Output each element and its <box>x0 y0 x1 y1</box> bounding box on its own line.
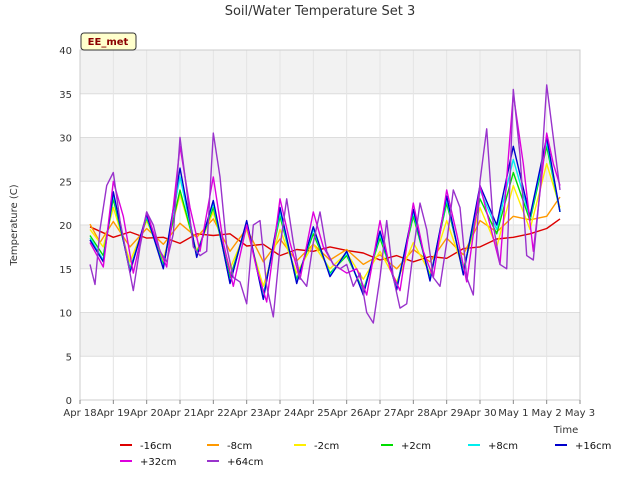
y-tick-label: 30 <box>59 134 72 145</box>
y-tick-label: 20 <box>59 221 72 232</box>
y-tick-label: 10 <box>59 309 72 320</box>
legend-label: +8cm <box>488 441 518 452</box>
series-line-64cm <box>89 84 561 324</box>
y-tick-label: 40 <box>59 46 72 57</box>
x-tick-label: Apr 27 <box>363 408 396 419</box>
x-tick-label: Apr 19 <box>97 408 130 419</box>
x-tick-label: May 2 <box>532 408 562 419</box>
plot-band <box>80 137 580 182</box>
legend-label: -8cm <box>227 441 252 452</box>
legend-label: +64cm <box>227 457 263 468</box>
plot-band <box>80 93 580 138</box>
x-tick-label: Apr 29 <box>430 408 463 419</box>
x-tick-label: Apr 24 <box>263 408 296 419</box>
series-line-16cm <box>89 136 561 301</box>
x-tick-label: Apr 26 <box>330 408 363 419</box>
y-tick-label: 35 <box>59 90 72 101</box>
y-axis-ticks: 0 5 10 15 20 25 30 35 40 <box>59 46 72 407</box>
plot-band <box>80 50 580 94</box>
x-tick-label: Apr 18 <box>63 408 96 419</box>
site-badge-label: EE_met <box>88 37 129 48</box>
x-tick-label: Apr 25 <box>297 408 330 419</box>
chart-title: Soil/Water Temperature Set 3 <box>225 4 416 19</box>
x-tick-label: Apr 22 <box>197 408 230 419</box>
site-badge: EE_met <box>80 32 137 51</box>
y-tick-label: 5 <box>66 352 72 363</box>
x-tick-label: Apr 23 <box>230 408 263 419</box>
plot-band <box>80 181 580 225</box>
legend-label: -16cm <box>140 441 172 452</box>
x-axis-label: Time <box>553 425 578 436</box>
legend: -16cm -8cm -2cm +2cm +8cm +16cm +32cm +64cm <box>120 441 611 468</box>
x-tick-label: Apr 30 <box>463 408 496 419</box>
x-tick-label: Apr 20 <box>130 408 163 419</box>
series-layer <box>89 84 561 324</box>
legend-label: +32cm <box>140 457 176 468</box>
x-axis-ticks: Apr 18 Apr 19 Apr 20 Apr 21 Apr 22 Apr 23 Apr … <box>63 400 595 419</box>
x-tick-label: May 3 <box>565 408 595 419</box>
legend-label: -2cm <box>314 441 339 452</box>
x-tick-label: Apr 21 <box>163 408 196 419</box>
y-tick-label: 15 <box>59 265 72 276</box>
plot-band <box>80 312 580 357</box>
site-badge-box <box>80 32 137 51</box>
series-line-16cm <box>89 218 561 263</box>
y-tick-label: 0 <box>66 396 72 407</box>
x-tick-label: May 1 <box>498 408 528 419</box>
x-tick-label: Apr 28 <box>397 408 430 419</box>
legend-label: +2cm <box>401 441 431 452</box>
y-axis-label: Temperature (C) <box>9 184 20 266</box>
legend-label: +16cm <box>575 441 611 452</box>
plot-frame <box>79 49 581 401</box>
plot-band <box>80 356 580 400</box>
y-tick-label: 25 <box>59 177 72 188</box>
